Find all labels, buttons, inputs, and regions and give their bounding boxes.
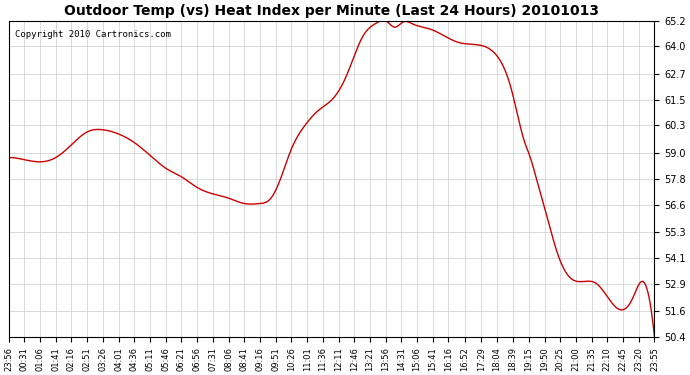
Title: Outdoor Temp (vs) Heat Index per Minute (Last 24 Hours) 20101013: Outdoor Temp (vs) Heat Index per Minute … bbox=[64, 4, 599, 18]
Text: Copyright 2010 Cartronics.com: Copyright 2010 Cartronics.com bbox=[15, 30, 171, 39]
